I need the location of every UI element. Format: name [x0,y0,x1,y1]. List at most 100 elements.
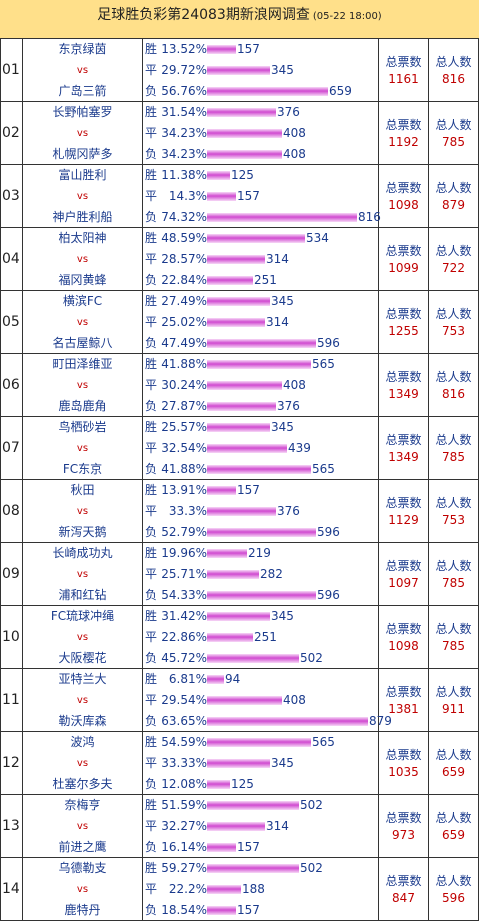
away-team-link[interactable]: 大阪樱花 [58,651,107,665]
draw-bar [207,66,270,75]
home-team-link[interactable]: FC琉球冲绳 [50,609,115,623]
win-label: 胜 [145,294,158,308]
draw-vote-line: 平 14.3% 157 [145,187,377,206]
draw-vote-line: 平 34.23% 408 [145,124,377,143]
draw-count: 282 [260,567,283,581]
lose-label: 负 [145,84,158,98]
win-label: 胜 [145,546,158,560]
vote-bars-cell: 胜 54.59% 565 平 33.33% 345 负 12.08% 125 [143,732,379,795]
total-votes-value: 1097 [388,576,419,590]
win-count: 157 [237,483,260,497]
match-row: 13 奈梅亨 vs 前进之鹰 胜 51.59% 502 平 32.27% 314 负 16.14% 15… [0,795,479,858]
total-people-cell: 总人数 785 [429,606,479,669]
home-team-link[interactable]: 横滨FC [62,294,103,308]
match-number: 08 [2,503,20,519]
total-votes-value: 1381 [388,702,419,716]
draw-count: 157 [237,189,260,203]
total-votes-value: 1099 [388,261,419,275]
home-team-link[interactable]: 波鸿 [70,735,95,749]
away-team-link[interactable]: 勒沃库森 [58,714,107,728]
away-team-link[interactable]: 福冈黄蜂 [58,273,107,287]
home-team-link[interactable]: 鸟栖砂岩 [58,420,107,434]
lose-label: 负 [145,588,158,602]
lose-percent: 22.84% [161,273,207,287]
home-team-link[interactable]: 柏太阳神 [58,231,107,245]
total-votes-value: 1129 [388,513,419,527]
lose-bar [207,654,299,663]
match-number-cell: 04 [0,228,23,291]
draw-percent: 30.24% [161,378,207,392]
win-percent: 48.59% [161,231,207,245]
total-votes-label: 总票数 [385,55,422,69]
total-votes-value: 973 [392,828,415,842]
total-votes-label: 总票数 [385,433,422,447]
lose-count: 502 [300,651,323,665]
teams-cell: 长崎成功丸 vs 浦和红钻 [23,543,143,606]
draw-vote-line: 平 25.71% 282 [145,565,377,584]
vs-label: vs [76,821,89,832]
away-team-link[interactable]: 札幌冈萨多 [52,147,113,161]
away-team-link[interactable]: 杜塞尔多夫 [52,777,113,791]
total-votes-cell: 总票数 1098 [379,606,429,669]
total-votes-value: 1192 [388,135,419,149]
win-label: 胜 [145,357,158,371]
away-team-link[interactable]: 新泻天鹅 [58,525,107,539]
lose-bar [207,906,236,915]
match-number: 12 [2,755,20,771]
match-number-cell: 07 [0,417,23,480]
match-number: 06 [2,377,20,393]
total-votes-cell: 总票数 1255 [379,291,429,354]
total-votes-cell: 总票数 847 [379,858,429,921]
win-count: 125 [231,168,254,182]
away-team-link[interactable]: 名古屋鲸八 [52,336,113,350]
total-votes-label: 总票数 [385,244,422,258]
home-team-link[interactable]: 东京绿茵 [58,42,107,56]
lose-bar [207,843,236,852]
lose-bar [207,528,316,537]
draw-count: 345 [271,63,294,77]
lose-vote-line: 负 16.14% 157 [145,838,377,857]
home-team-link[interactable]: 町田泽维亚 [52,357,113,371]
win-label: 胜 [145,105,158,119]
total-people-label: 总人数 [435,181,472,195]
vs-label: vs [76,128,89,139]
home-team-link[interactable]: 亚特兰大 [58,672,107,686]
home-team-link[interactable]: 秋田 [70,483,95,497]
away-team-link[interactable]: 浦和红钻 [58,588,107,602]
draw-percent: 33.33% [161,756,207,770]
win-count: 345 [271,294,294,308]
lose-label: 负 [145,840,158,854]
win-bar [207,234,305,243]
win-vote-line: 胜 13.52% 157 [145,40,377,59]
home-team-link[interactable]: 乌德勒支 [58,861,107,875]
match-row: 05 横滨FC vs 名古屋鲸八 胜 27.49% 345 平 25.02% 314 负 47.49%… [0,291,479,354]
home-team-link[interactable]: 长野帕塞罗 [52,105,113,119]
away-team-link[interactable]: 鹿特丹 [64,903,101,917]
lose-count: 659 [329,84,352,98]
total-votes-value: 1161 [388,72,419,86]
vs-label: vs [76,254,89,265]
lose-count: 376 [277,399,300,413]
win-bar [207,108,276,117]
title-main: 足球胜负彩第24083期新浪网调查 [97,7,310,23]
total-people-cell: 总人数 785 [429,417,479,480]
win-bar [207,360,311,369]
total-votes-label: 总票数 [385,118,422,132]
away-team-link[interactable]: FC东京 [62,462,103,476]
win-percent: 13.91% [161,483,207,497]
home-team-link[interactable]: 长崎成功丸 [52,546,113,560]
away-team-link[interactable]: 前进之鹰 [58,840,107,854]
away-team-link[interactable]: 鹿岛鹿角 [58,399,107,413]
home-team-link[interactable]: 奈梅亨 [64,798,101,812]
lose-count: 816 [358,210,381,224]
draw-bar [207,255,265,264]
away-team-link[interactable]: 广岛三箭 [58,84,107,98]
draw-label: 平 [145,315,158,329]
home-team-link[interactable]: 富山胜利 [58,168,107,182]
vote-bars-cell: 胜 41.88% 565 平 30.24% 408 负 27.87% 376 [143,354,379,417]
total-people-value: 659 [442,828,465,842]
draw-vote-line: 平 22.86% 251 [145,628,377,647]
lose-bar [207,213,357,222]
away-team-link[interactable]: 神户胜利船 [52,210,113,224]
total-votes-label: 总票数 [385,559,422,573]
